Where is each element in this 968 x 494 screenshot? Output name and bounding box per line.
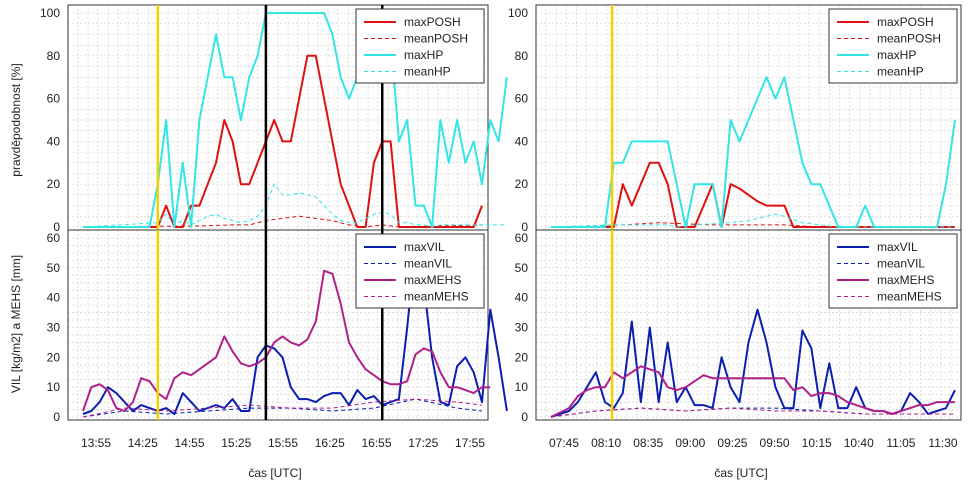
y-tick-label: 50 <box>47 261 61 275</box>
legend-bottom-right: maxVIL meanVIL maxMEHS meanMEHS <box>828 233 958 309</box>
legend-entry-meanMEHS: meanMEHS <box>404 290 469 304</box>
series-line-maxMEHS <box>82 269 491 412</box>
plot-frame <box>535 229 962 421</box>
x-tick-label: 10:15 <box>802 436 832 450</box>
y-tick-label: 60 <box>515 92 529 106</box>
chart-panel-top-left: 0 20 40 60 80 100 maxPOSH meanPOSH maxHP meanHP <box>40 4 508 234</box>
y-tick-label: 20 <box>47 177 61 191</box>
y-tick-label: 80 <box>515 49 529 63</box>
series-line-meanHP <box>82 183 507 228</box>
y-tick-label: 0 <box>53 220 60 234</box>
y-tick-label: 40 <box>515 291 529 305</box>
y-tick-label: 100 <box>508 6 528 20</box>
x-tick-label: 11:05 <box>886 436 915 450</box>
legend-entry-meanVIL: meanVIL <box>877 257 925 271</box>
y-tick-label: 30 <box>515 321 529 335</box>
x-tick-label: 15:25 <box>221 436 251 450</box>
x-axis-label-left: čas [UTC] <box>248 466 301 480</box>
series-line-meanMEHS <box>82 398 483 418</box>
x-tick-label: 10:40 <box>844 436 874 450</box>
legend-entry-maxMEHS: maxMEHS <box>877 273 934 287</box>
y-tick-label: 20 <box>515 350 529 364</box>
x-tick-label: 09:50 <box>760 436 790 450</box>
x-tick-label: 16:25 <box>315 436 345 450</box>
y-tick-label: 80 <box>47 49 61 63</box>
x-tick-label: 11:30 <box>928 436 957 450</box>
legend-entry-meanHP: meanHP <box>404 65 451 79</box>
y-tick-label: 40 <box>47 134 61 148</box>
series-line-meanPOSH <box>82 215 483 228</box>
legend-top-right: maxPOSH meanPOSH maxHP meanHP <box>828 8 958 84</box>
series-line-maxMEHS <box>550 365 955 418</box>
x-tick-label: 08:10 <box>591 436 621 450</box>
chart-panel-top-right: 0 20 40 60 80 100 maxPOSH meanPOSH maxHP meanHP <box>508 4 962 234</box>
grid-bottom-right <box>535 230 962 420</box>
x-tick-label: 14:55 <box>174 436 204 450</box>
y-tick-label: 0 <box>521 220 528 234</box>
y-axis-label-top: pravděpodobnost [%] <box>9 63 23 176</box>
x-tick-label: 16:55 <box>361 436 391 450</box>
y-tick-label: 60 <box>515 231 529 245</box>
series-line-maxPOSH <box>551 161 955 228</box>
y-tick-label: 100 <box>40 6 60 20</box>
series-line-meanMEHS <box>550 407 955 418</box>
x-tick-label: 14:25 <box>128 436 158 450</box>
y-tick-label: 10 <box>515 380 529 394</box>
chart-panel-bottom-right: 0 10 20 30 40 50 60 07:45 08:10 08:35 09:00 09:25 09… <box>515 229 962 450</box>
legend-entry-meanVIL: meanVIL <box>404 257 452 271</box>
y-tick-label: 10 <box>47 380 61 394</box>
y-tick-label: 40 <box>47 291 61 305</box>
y-tick-label: 60 <box>47 231 61 245</box>
series-line-meanHP <box>550 213 955 228</box>
series-line-meanVIL <box>82 398 483 418</box>
legend-entry-maxPOSH: maxPOSH <box>877 15 934 29</box>
y-tick-label: 40 <box>515 134 529 148</box>
legend-entry-maxVIL: maxVIL <box>877 240 918 254</box>
legend-entry-meanMEHS: meanMEHS <box>877 290 942 304</box>
y-tick-label: 0 <box>53 410 60 424</box>
y-tick-label: 30 <box>47 321 61 335</box>
x-tick-label: 17:25 <box>408 436 438 450</box>
x-axis-label-right: čas [UTC] <box>714 466 767 480</box>
series-line-maxHP <box>83 12 508 228</box>
legend-entry-maxHP: maxHP <box>404 48 443 62</box>
legend-entry-meanPOSH: meanPOSH <box>404 32 468 46</box>
x-tick-label: 07:45 <box>549 436 579 450</box>
x-tick-label: 17:55 <box>455 436 485 450</box>
x-tick-label: 15:55 <box>268 436 298 450</box>
y-tick-label: 60 <box>47 92 61 106</box>
legend-entry-maxPOSH: maxPOSH <box>404 15 461 29</box>
y-tick-label: 20 <box>515 177 529 191</box>
y-axis-label-bottom: VIL [kg/m2] a MEHS [mm] <box>9 255 23 393</box>
y-tick-label: 20 <box>47 350 61 364</box>
x-tick-label: 09:00 <box>675 436 705 450</box>
legend-entry-maxMEHS: maxMEHS <box>404 273 461 287</box>
x-tick-label: 13:55 <box>81 436 111 450</box>
legend-entry-meanHP: meanHP <box>877 65 924 79</box>
legend-bottom-left: maxVIL meanVIL maxMEHS meanMEHS <box>355 233 485 309</box>
y-tick-label: 50 <box>515 261 529 275</box>
chart-panel-bottom-left: 0 10 20 30 40 50 60 13:55 14:25 14:55 15:25 15:55 16… <box>47 229 508 450</box>
series-line-maxVIL <box>82 243 508 415</box>
legend-entry-maxVIL: maxVIL <box>404 240 445 254</box>
legend-entry-maxHP: maxHP <box>877 48 916 62</box>
x-tick-label: 08:35 <box>633 436 663 450</box>
y-tick-label: 0 <box>521 410 528 424</box>
legend-entry-meanPOSH: meanPOSH <box>877 32 941 46</box>
legend-top-left: maxPOSH meanPOSH maxHP meanHP <box>355 8 485 84</box>
x-tick-label: 09:25 <box>717 436 747 450</box>
